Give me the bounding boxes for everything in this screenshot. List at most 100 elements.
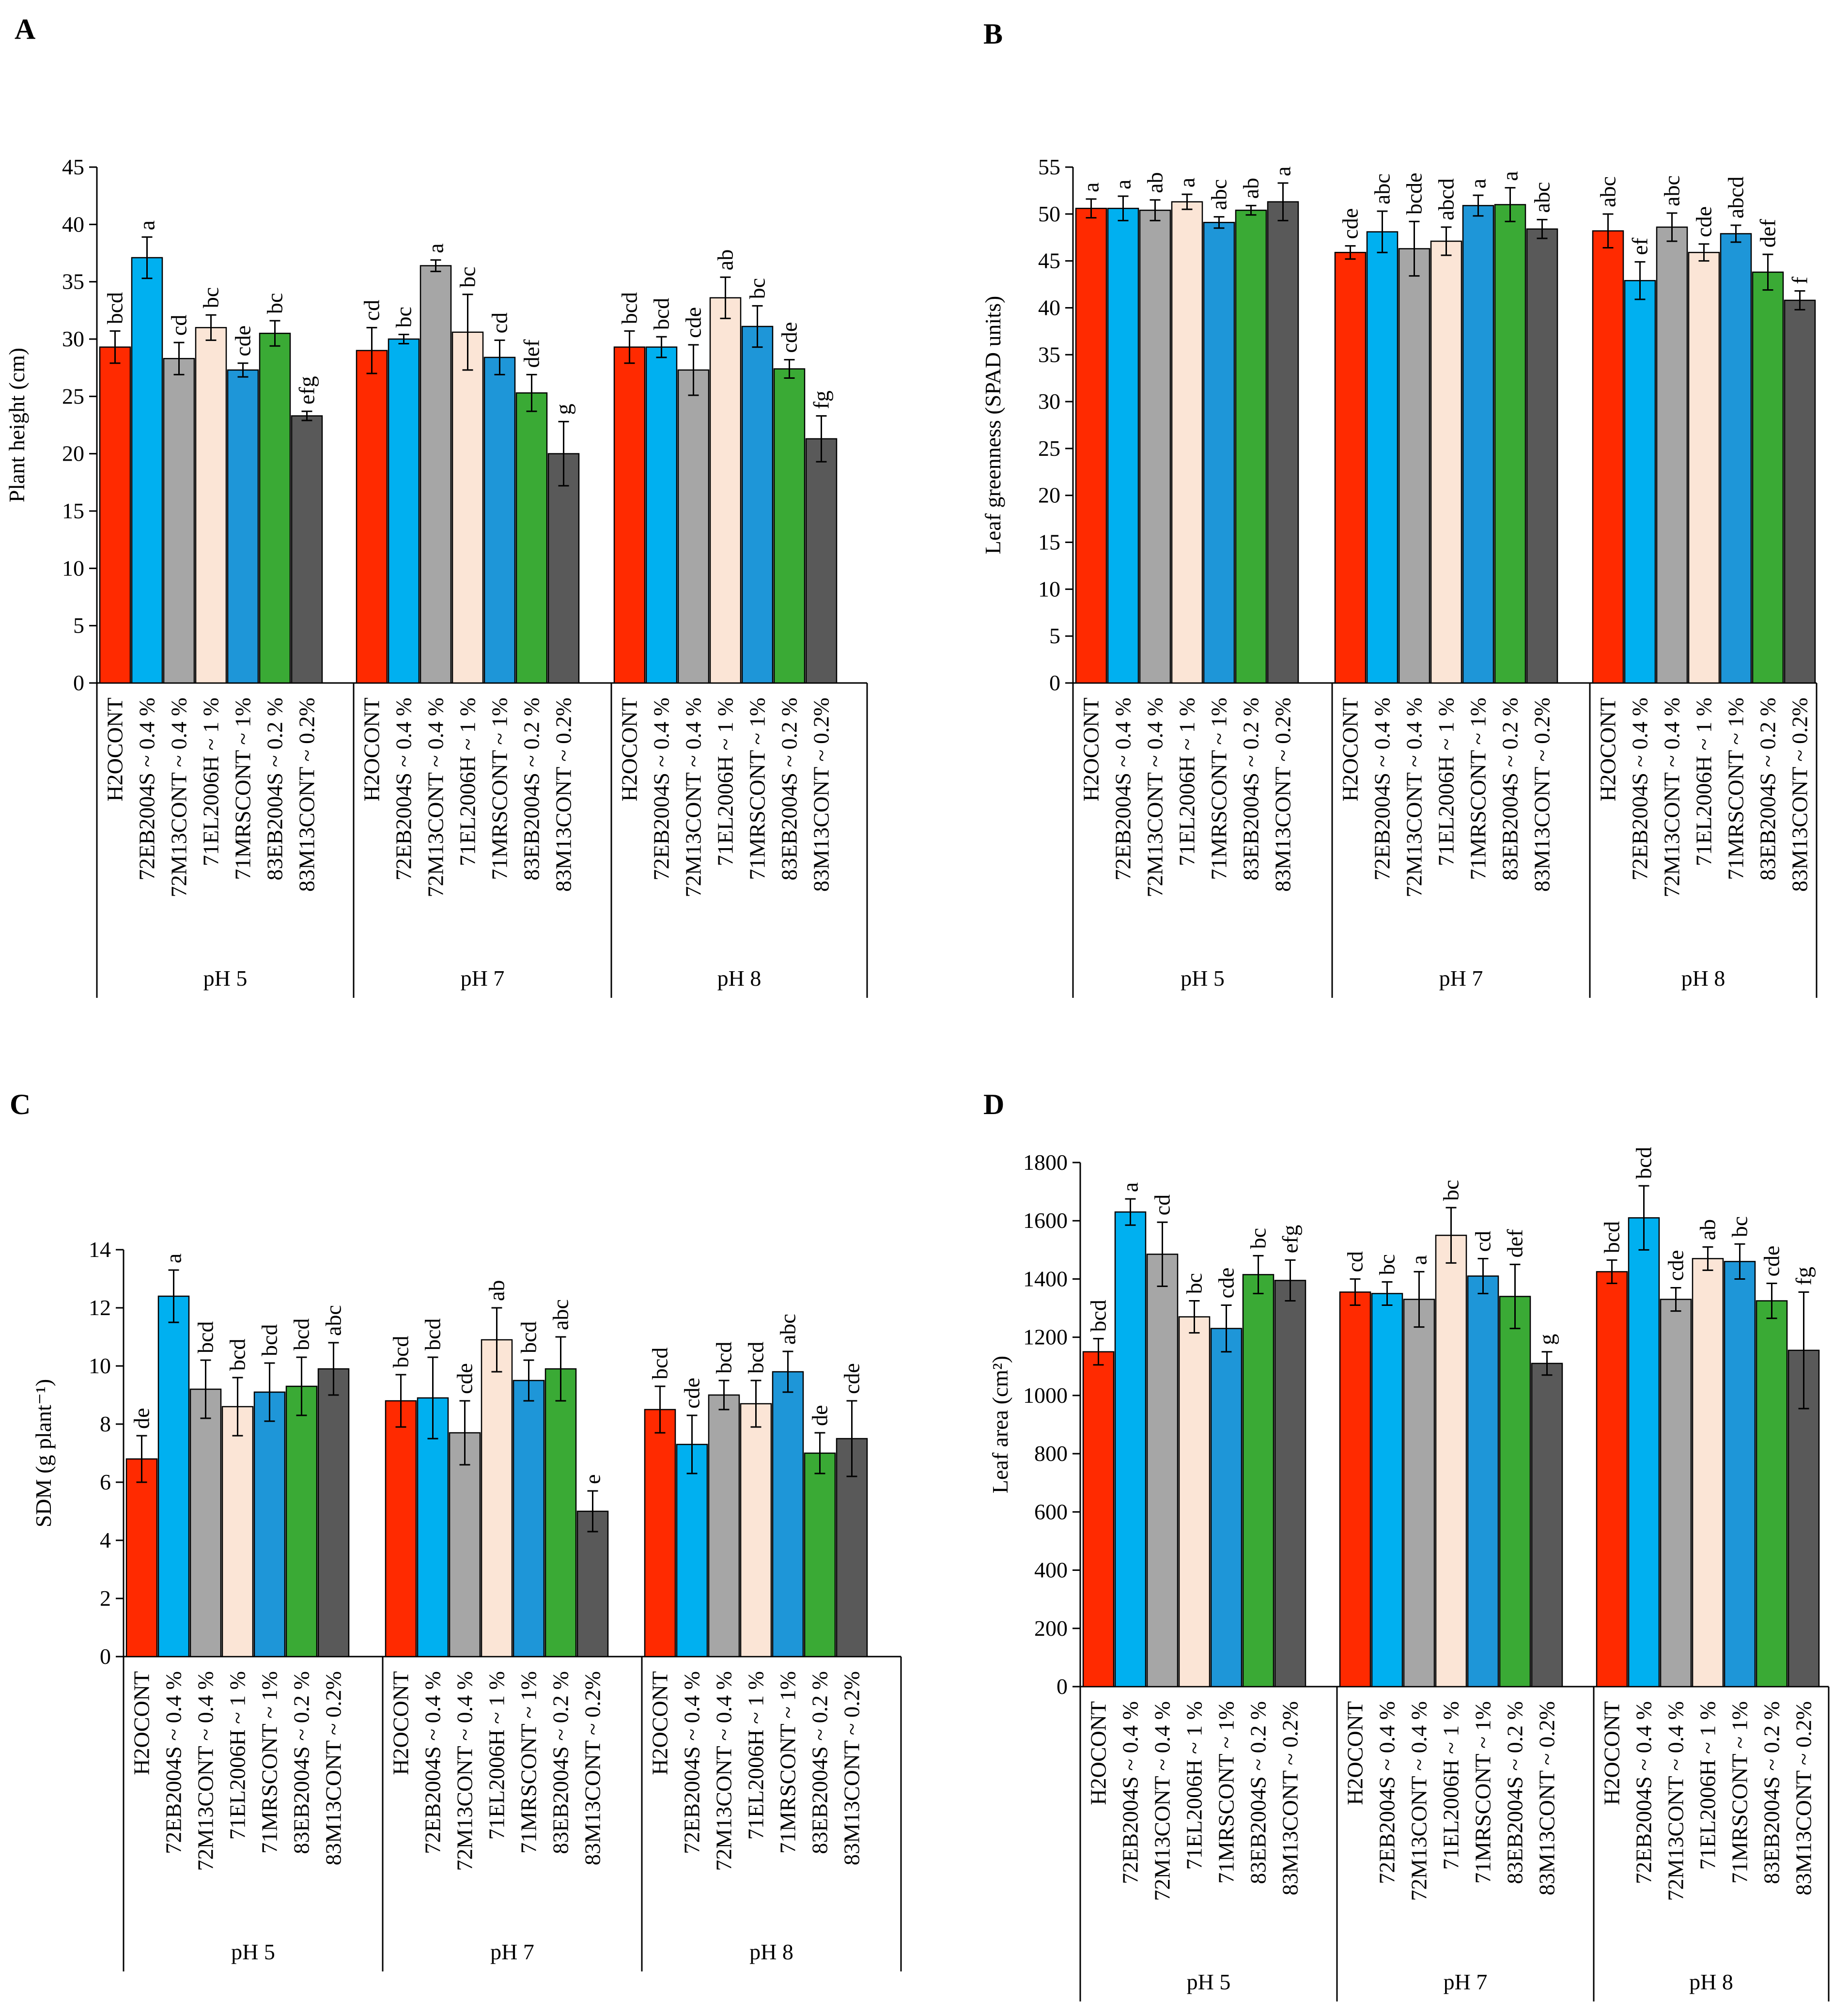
significance-label: cd: [359, 300, 384, 321]
x-tick-label: 72M13CONT ~ 0.4 %: [681, 698, 706, 898]
x-tick-label: 83EB2004S ~ 0.2 %: [1759, 1701, 1784, 1884]
significance-label: cde: [1338, 208, 1363, 239]
y-tick-label: 5: [1049, 623, 1060, 648]
x-tick-label: H2OCONT: [648, 1671, 672, 1775]
x-tick-label: 83EB2004S ~ 0.2 %: [263, 698, 287, 881]
significance-label: g: [551, 403, 576, 415]
bar: [804, 1452, 836, 1658]
x-tick-label: 83EB2004S ~ 0.2 %: [1239, 698, 1263, 881]
y-tick-label: 10: [62, 556, 84, 580]
x-tick-label: 83M13CONT ~ 0.2%: [1791, 1701, 1816, 1895]
y-tick-label: 10: [89, 1353, 111, 1378]
significance-label: abcd: [1434, 178, 1459, 220]
significance-label: fg: [809, 390, 834, 409]
x-tick-label: 71MRSCONT ~ 1%: [487, 698, 512, 880]
y-tick-label: 50: [1038, 202, 1060, 226]
x-tick-label: 83EB2004S ~ 0.2 %: [519, 698, 544, 881]
bar: [709, 297, 742, 684]
bar: [676, 1443, 708, 1658]
bar: [1467, 1275, 1499, 1688]
bar: [99, 346, 131, 684]
bar: [1178, 1316, 1211, 1688]
significance-label: cde: [681, 307, 706, 338]
significance-label: cd: [1343, 1251, 1368, 1272]
significance-label: de: [808, 1405, 832, 1426]
x-tick-label: 72M13CONT ~ 0.4 %: [452, 1671, 477, 1871]
panel-letter: C: [10, 1088, 31, 1120]
bar: [1366, 231, 1399, 684]
group-label: pH 8: [1689, 1969, 1733, 1994]
x-tick-label: H2OCONT: [103, 698, 127, 802]
x-tick-label: 72EB2004S ~ 0.4 %: [135, 698, 159, 881]
significance-label: bcd: [712, 1342, 736, 1374]
bar: [1203, 221, 1235, 684]
bar: [356, 350, 388, 684]
x-tick-label: 71MRSCONT ~ 1%: [1214, 1701, 1239, 1884]
significance-label: cd: [167, 315, 191, 336]
bar: [1724, 1261, 1756, 1688]
significance-label: def: [1503, 1229, 1527, 1257]
bar: [385, 1400, 417, 1658]
x-tick-label: 83M13CONT ~ 0.2%: [1530, 698, 1554, 892]
y-tick-label: 5: [73, 613, 84, 638]
x-tick-label: 83M13CONT ~ 0.2%: [1271, 698, 1295, 892]
significance-label: fg: [1791, 1267, 1816, 1285]
y-tick-label: 30: [62, 326, 84, 351]
significance-label: bcd: [289, 1318, 314, 1350]
group-label: pH 7: [1444, 1969, 1488, 1994]
bar: [1462, 205, 1494, 684]
panel-d: D 0 200 400 600 800 1000 1200 1400 1600 1800 Leaf a…: [983, 1088, 1830, 2001]
x-tick-label: 71MRSCONT ~ 1%: [516, 1671, 541, 1854]
significance-label: cde: [452, 1363, 477, 1394]
x-tick-label: 71MRSCONT ~ 1%: [776, 1671, 800, 1854]
bar: [708, 1394, 740, 1658]
bar: [1720, 233, 1752, 684]
group-label: pH 5: [1187, 1969, 1231, 1994]
x-tick-label: 72EB2004S ~ 0.4 %: [680, 1671, 704, 1854]
bar: [285, 1385, 318, 1658]
significance-label: bcd: [389, 1336, 413, 1368]
significance-label: bc: [199, 287, 223, 308]
y-tick-label: 0: [73, 670, 84, 695]
significance-label: abc: [1660, 175, 1684, 206]
x-tick-label: 71EL2006H ~ 1 %: [225, 1671, 250, 1840]
x-tick-label: 71EL2006H ~ 1 %: [1692, 698, 1716, 866]
x-tick-label: H2OCONT: [1086, 1701, 1111, 1805]
x-tick-label: 83M13CONT ~ 0.2%: [1787, 698, 1812, 892]
significance-label: a: [1407, 1255, 1431, 1265]
x-tick-label: 71MRSCONT ~ 1%: [1724, 698, 1748, 880]
x-tick-label: 72EB2004S ~ 0.4 %: [1632, 1701, 1656, 1884]
x-tick-label: 72M13CONT ~ 0.4 %: [1660, 698, 1684, 898]
bar: [1596, 1271, 1628, 1688]
significance-label: bcd: [617, 292, 642, 324]
bar: [544, 1368, 577, 1658]
significance-label: cde: [839, 1363, 864, 1394]
x-tick-label: 72EB2004S ~ 0.4 %: [391, 698, 416, 881]
significance-label: efg: [295, 376, 319, 404]
bar: [1592, 230, 1624, 684]
group-label: pH 5: [203, 966, 248, 991]
significance-label: bc: [745, 278, 770, 299]
bar: [1146, 1254, 1179, 1688]
bar: [189, 1388, 222, 1658]
bar: [1430, 240, 1462, 684]
x-tick-label: 71EL2006H ~ 1 %: [1175, 698, 1199, 866]
bar: [773, 368, 806, 684]
bar: [1688, 251, 1720, 684]
x-tick-label: 72M13CONT ~ 0.4 %: [1150, 1701, 1175, 1901]
bar: [515, 392, 548, 684]
panel-letter: A: [15, 13, 35, 45]
x-tick-label: 72EB2004S ~ 0.4 %: [1118, 1701, 1143, 1884]
bar: [195, 327, 227, 684]
bar: [157, 1295, 190, 1658]
x-tick-label: 83M13CONT ~ 0.2%: [295, 698, 319, 892]
bar: [449, 1432, 481, 1658]
significance-label: bcd: [1632, 1147, 1656, 1179]
y-tick-label: 15: [1038, 530, 1060, 555]
panel-b: B 0 5 10 15 20 25 30 35 40 45 50 55 Leaf greenness (S…: [980, 18, 1818, 998]
significance-label: a: [423, 243, 448, 253]
bar: [1656, 226, 1688, 684]
significance-label: a: [1111, 180, 1135, 189]
x-tick-label: 71EL2006H ~ 1 %: [484, 1671, 509, 1840]
significance-label: bcd: [420, 1318, 445, 1350]
